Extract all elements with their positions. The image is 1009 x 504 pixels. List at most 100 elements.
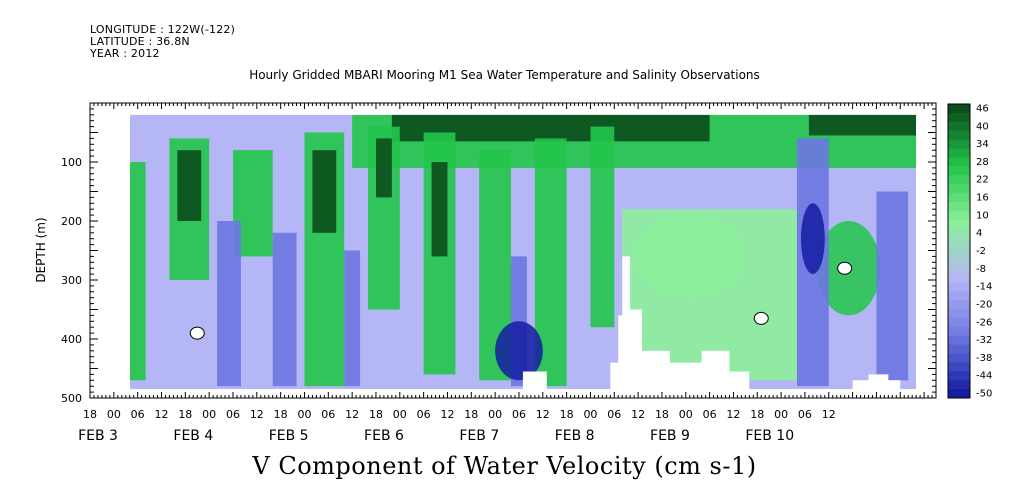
colorbar-label: -20 [976, 299, 992, 310]
x-tick-label: 18 [560, 408, 574, 421]
colorbar: 46 40 34 28 22 16 10 4 -2 -8 -14 -20 -26 -32 -38 -44 -50 [947, 103, 992, 400]
y-tick-label: 300 [61, 274, 82, 287]
x-tick-label: 18 [464, 408, 478, 421]
dark-blue-patch-2 [800, 203, 825, 275]
colorbar-label: 16 [976, 193, 989, 204]
colorbar-segment [948, 380, 970, 390]
y-tick-label: 100 [61, 156, 82, 169]
colorbar-segment [948, 175, 970, 185]
colorbar-label: -32 [976, 335, 992, 346]
colorbar-label: 22 [976, 175, 989, 186]
x-tick-label: 00 [488, 408, 502, 421]
colorbar-segment [948, 219, 970, 230]
colorbar-segment [948, 121, 970, 132]
colorbar-segment [948, 166, 970, 176]
colorbar-segment [948, 255, 970, 265]
y-tick-label: 400 [61, 333, 82, 346]
colorbar-segment [948, 193, 970, 203]
colorbar-segment [948, 282, 970, 292]
colorbar-label: 4 [976, 228, 982, 239]
mask-bottom [90, 389, 936, 398]
mask-feb7 [522, 256, 750, 390]
light-green-blob [634, 215, 746, 298]
x-tick-label: 06 [417, 408, 431, 421]
colorbar-label: 34 [976, 139, 989, 150]
data-gap-1 [753, 311, 769, 325]
x-tick-label: 18 [655, 408, 669, 421]
colorbar-segment [948, 112, 970, 123]
x-tick-label: 06 [321, 408, 335, 421]
green-core-1 [312, 150, 337, 233]
x-axis-label: V Component of Water Velocity (cm s-1) [252, 452, 757, 480]
x-tick-label: 06 [512, 408, 526, 421]
y-tick-label: 200 [61, 215, 82, 228]
x-tick-label: 00 [107, 408, 121, 421]
colorbar-segment [948, 202, 970, 212]
colorbar-segment [948, 210, 970, 221]
blue-streak-0 [217, 221, 241, 387]
colorbar-label: 40 [976, 121, 989, 132]
colorbar-segment [948, 148, 970, 158]
y-tick-label: 500 [61, 392, 82, 405]
x-tick-label: 00 [297, 408, 311, 421]
y-axis-label: DEPTH (m) [34, 217, 48, 282]
axes: 18 00 06 12 18 00 06 12 18 00 06 12 18 00 06 12 18 00 06 12… [61, 102, 937, 444]
x-day-label: FEB 7 [459, 428, 499, 444]
colorbar-segment [948, 157, 970, 167]
x-tick-label: 18 [274, 408, 288, 421]
colorbar-segment [948, 317, 970, 328]
x-tick-label: 06 [798, 408, 812, 421]
mask-top [90, 103, 936, 115]
colorbar-segment [948, 246, 970, 256]
x-tick-label: 12 [440, 408, 454, 421]
chart-title: Hourly Gridded MBARI Mooring M1 Sea Wate… [249, 68, 760, 82]
green-streak-8 [590, 126, 615, 328]
x-tick-label: 18 [178, 408, 192, 421]
x-tick-label: 00 [583, 408, 597, 421]
colorbar-segment [948, 291, 970, 301]
x-day-label: FEB 4 [173, 428, 213, 444]
x-tick-label: 06 [226, 408, 240, 421]
surface-dark-green-layer-2 [808, 114, 917, 136]
blue-streak-2 [344, 250, 361, 387]
x-tick-label: 12 [154, 408, 168, 421]
x-tick-label: 06 [607, 408, 621, 421]
colorbar-label: -8 [976, 264, 986, 275]
data-gap-0 [189, 326, 205, 340]
x-day-label: FEB 6 [364, 428, 404, 444]
colorbar-segment [948, 237, 970, 248]
colorbar-segment [948, 344, 970, 354]
x-tick-label: 12 [250, 408, 264, 421]
colorbar-segment [948, 300, 970, 310]
colorbar-segment [948, 308, 970, 319]
dark-blue-patch-1 [495, 321, 543, 381]
colorbar-segment [948, 353, 970, 363]
colorbar-label: -26 [976, 317, 992, 328]
x-tick-label: 00 [393, 408, 407, 421]
x-tick-label: 00 [774, 408, 788, 421]
green-core-0 [177, 150, 202, 221]
colorbar-segment [948, 273, 970, 283]
colorbar-segment [948, 326, 970, 337]
colorbar-label: -44 [976, 371, 992, 382]
x-day-label: FEB 8 [555, 428, 595, 444]
x-tick-label: 06 [131, 408, 145, 421]
colorbar-segment [948, 104, 970, 114]
x-tick-label: 12 [345, 408, 359, 421]
x-day-label: FEB 9 [650, 428, 690, 444]
colorbar-label: -50 [976, 389, 992, 400]
x-tick-label: 18 [750, 408, 764, 421]
mask-right [916, 103, 936, 398]
green-core-2 [375, 138, 392, 198]
x-tick-label: 06 [703, 408, 717, 421]
colorbar-segment [948, 362, 970, 372]
x-tick-label: 18 [369, 408, 383, 421]
colorbar-label: -14 [976, 282, 992, 293]
x-tick-label: 12 [536, 408, 550, 421]
x-tick-label: 00 [202, 408, 216, 421]
colorbar-segment [948, 130, 970, 141]
latitude-label: LATITUDE : 36.8N [90, 35, 190, 48]
blue-streak-1 [272, 232, 297, 387]
colorbar-label: 46 [976, 103, 989, 114]
x-tick-label: 12 [822, 408, 836, 421]
